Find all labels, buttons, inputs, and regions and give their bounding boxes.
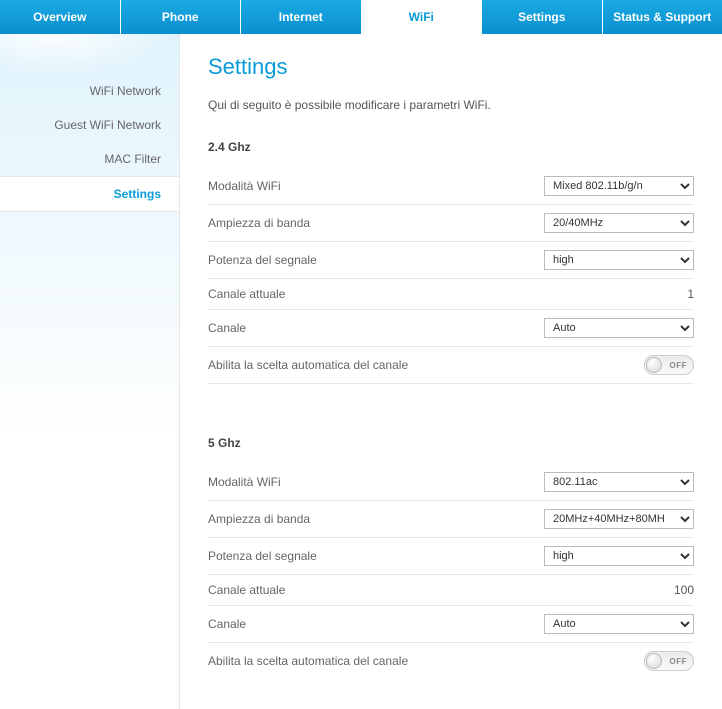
section-head-5: 5 Ghz [208,436,694,450]
select-5-power[interactable]: high [544,546,694,566]
sidebar: WiFi Network Guest WiFi Network MAC Filt… [0,34,180,709]
label-24-power: Potenza del segnale [208,253,317,267]
select-24-power[interactable]: high [544,250,694,270]
row-5-bandwidth: Ampiezza di banda 20MHz+40MHz+80MH [208,501,694,538]
toggle-knob-icon [646,653,662,669]
tab-wifi[interactable]: WiFi [362,0,483,34]
select-24-bandwidth[interactable]: 20/40MHz [544,213,694,233]
section-head-24: 2.4 Ghz [208,140,694,154]
label-5-auto: Abilita la scelta automatica del canale [208,654,408,668]
top-nav: Overview Phone Internet WiFi Settings St… [0,0,722,34]
label-24-bandwidth: Ampiezza di banda [208,216,310,230]
label-24-mode: Modalità WiFi [208,179,281,193]
row-5-channel: Canale Auto [208,606,694,643]
label-5-power: Potenza del segnale [208,549,317,563]
select-5-channel[interactable]: Auto [544,614,694,634]
sidebar-item-mac-filter[interactable]: MAC Filter [0,142,179,176]
sidebar-item-settings[interactable]: Settings [0,176,179,212]
toggle-knob-icon [646,357,662,373]
row-24-mode: Modalità WiFi Mixed 802.11b/g/n [208,168,694,205]
row-24-current-channel: Canale attuale 1 [208,279,694,310]
toggle-24-auto[interactable]: OFF [644,355,694,375]
value-5-current-channel: 100 [674,583,694,597]
toggle-5-auto[interactable]: OFF [644,651,694,671]
select-5-bandwidth[interactable]: 20MHz+40MHz+80MH [544,509,694,529]
tab-overview[interactable]: Overview [0,0,121,34]
value-24-current-channel: 1 [687,287,694,301]
page-body: WiFi Network Guest WiFi Network MAC Filt… [0,34,722,709]
label-24-channel: Canale [208,321,246,335]
label-24-current-channel: Canale attuale [208,287,285,301]
sidebar-item-wifi-network[interactable]: WiFi Network [0,74,179,108]
row-24-bandwidth: Ampiezza di banda 20/40MHz [208,205,694,242]
sidebar-item-guest-wifi[interactable]: Guest WiFi Network [0,108,179,142]
main-content: Settings Qui di seguito è possibile modi… [180,34,722,709]
select-24-channel[interactable]: Auto [544,318,694,338]
row-24-power: Potenza del segnale high [208,242,694,279]
label-5-mode: Modalità WiFi [208,475,281,489]
tab-internet[interactable]: Internet [241,0,362,34]
toggle-24-text: OFF [670,361,688,370]
label-5-channel: Canale [208,617,246,631]
row-5-auto: Abilita la scelta automatica del canale … [208,643,694,679]
row-24-channel: Canale Auto [208,310,694,347]
tab-phone[interactable]: Phone [121,0,242,34]
row-5-power: Potenza del segnale high [208,538,694,575]
page-intro: Qui di seguito è possibile modificare i … [208,98,694,112]
row-5-current-channel: Canale attuale 100 [208,575,694,606]
row-5-mode: Modalità WiFi 802.11ac [208,464,694,501]
tab-settings[interactable]: Settings [482,0,603,34]
tab-status-support[interactable]: Status & Support [603,0,722,34]
select-5-mode[interactable]: 802.11ac [544,472,694,492]
row-24-auto: Abilita la scelta automatica del canale … [208,347,694,384]
page-title: Settings [208,54,694,80]
sidebar-glow [0,34,179,74]
label-5-bandwidth: Ampiezza di banda [208,512,310,526]
label-5-current-channel: Canale attuale [208,583,285,597]
select-24-mode[interactable]: Mixed 802.11b/g/n [544,176,694,196]
toggle-5-text: OFF [670,657,688,666]
label-24-auto: Abilita la scelta automatica del canale [208,358,408,372]
